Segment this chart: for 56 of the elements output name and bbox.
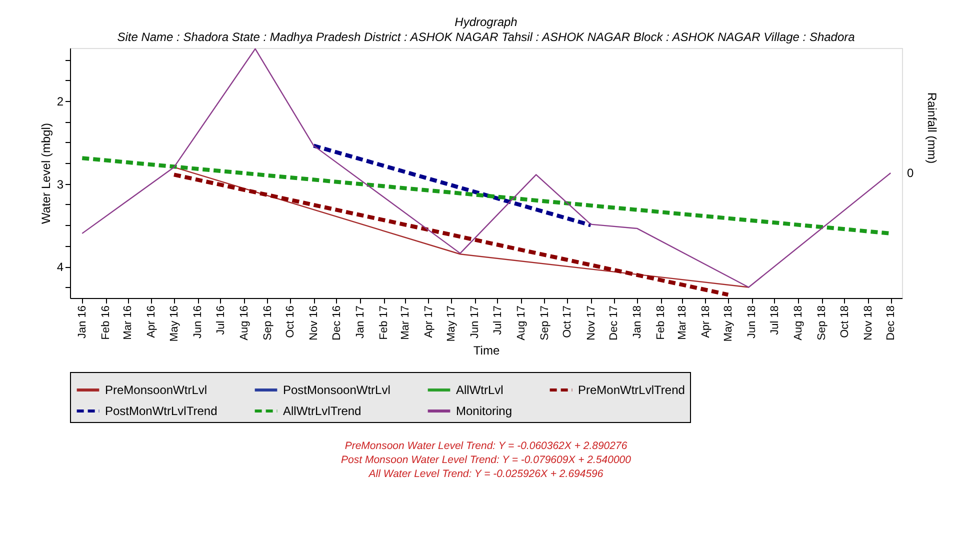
x-tick-label: Aug 16 [238, 306, 250, 340]
y2-axis-title: Rainfall (mm) [925, 92, 939, 164]
x-tick-label: Oct 16 [284, 306, 297, 338]
x-tick-label: Dec 17 [608, 306, 620, 340]
legend-label: AllWtrLvl [456, 383, 504, 397]
x-tick-label: Jul 17 [492, 306, 504, 335]
text: PreMonsoon Water Level Trend: Y = -0.060362X + 2.890276 [344, 440, 628, 452]
x-tick-label: Jun 17 [469, 306, 482, 339]
x-tick-label: Oct 17 [562, 306, 574, 338]
x-tick-label: Sep 17 [538, 306, 551, 340]
x-tick-label: Sep 18 [816, 306, 828, 340]
chart-title: Hydrograph [454, 15, 518, 29]
x-tick-label: Mar 18 [676, 306, 688, 340]
chart-subtitle: Site Name : Shadora State : Madhya Pradesh District : ASHOK NAGAR Tahsil : ASHOK NAGAR Block : ASHOK NAGAR Village : Shadora [117, 30, 856, 44]
x-tick-label: Jul 18 [768, 306, 781, 335]
x-tick-label: Mar 17 [399, 306, 412, 340]
x-tick-label: May 18 [722, 306, 735, 342]
x-tick-label: Jan 18 [632, 306, 644, 339]
legend-label: PostMonWtrLvlTrend [105, 404, 218, 418]
y-tick-label: 3 [56, 177, 64, 192]
x-tick-label: Nov 17 [585, 306, 598, 340]
text: All Water Level Trend: Y = -0.025926X + 2.694596 [368, 468, 604, 480]
x-tick-label: Jan 17 [354, 306, 366, 339]
x-tick-label: Apr 17 [422, 306, 435, 338]
x-tick-label: Jun 16 [192, 306, 204, 339]
legend-label: PostMonsoonWtrLvl [283, 383, 390, 397]
x-tick-label: Jul 16 [214, 306, 227, 335]
legend-label: PreMonsoonWtrLvl [105, 383, 208, 397]
y-tick-label: 4 [56, 260, 64, 274]
y-tick-label: 2 [56, 94, 64, 108]
y-axis-title: Water Level (mbgl) [38, 123, 53, 224]
x-tick-label: Apr 18 [700, 306, 712, 338]
x-tick-label: Feb 16 [100, 306, 112, 340]
x-tick-label: Sep 16 [262, 306, 274, 340]
x-tick-label: May 16 [168, 306, 180, 342]
x-tick-label: Nov 16 [308, 306, 320, 340]
x-tick-label: Feb 18 [655, 306, 668, 340]
x-tick-label: Feb 17 [378, 306, 390, 340]
text: 0 [907, 166, 914, 180]
text: Post Monsoon Water Level Trend: Y = -0.079609X + 2.540000 [341, 454, 632, 466]
x-tick-label: Apr 16 [146, 306, 158, 338]
x-tick-label: Aug 18 [792, 306, 804, 340]
x-tick-label: Aug 17 [515, 306, 528, 340]
x-tick-label: Mar 16 [122, 306, 134, 340]
x-tick-label: Jun 18 [746, 306, 758, 339]
x-tick-label: Jan 16 [76, 306, 89, 339]
x-tick-label: Nov 18 [862, 306, 874, 340]
legend-label: Monitoring [456, 404, 512, 418]
x-axis-title: Time [473, 344, 500, 358]
legend-label: PreMonWtrLvlTrend [578, 383, 685, 397]
x-tick-label: Dec 16 [330, 306, 343, 340]
line-series [82, 48, 892, 288]
legend-label: AllWtrLvlTrend [283, 404, 362, 418]
x-tick-label: May 17 [446, 306, 458, 342]
x-tick-label: Oct 18 [838, 306, 851, 338]
x-tick-label: Dec 18 [885, 306, 898, 340]
